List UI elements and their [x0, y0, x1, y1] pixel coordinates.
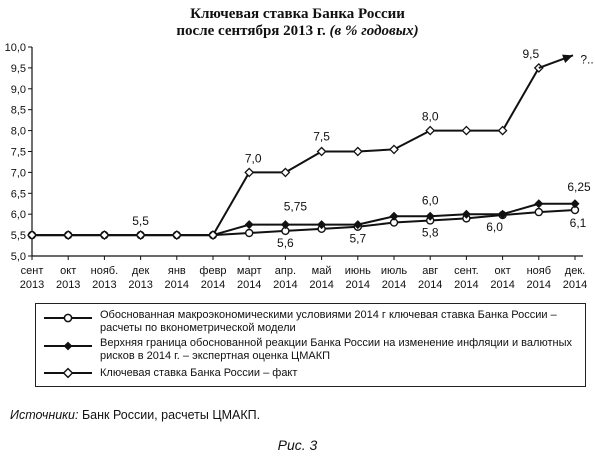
data-point-open-diamond — [461, 125, 472, 136]
x-tick-year: 2014 — [454, 279, 478, 291]
data-point-filled-diamond — [461, 209, 471, 219]
y-tick-label: 10,0 — [5, 42, 26, 54]
data-label: 9,5 — [522, 47, 539, 61]
x-tick-year: 2014 — [527, 279, 551, 291]
y-tick-label: 8,5 — [11, 105, 26, 117]
x-tick-label: нояб — [527, 265, 551, 277]
data-point-filled-diamond — [570, 199, 580, 209]
x-tick-year: 2013 — [56, 279, 80, 291]
y-tick-label: 9,5 — [11, 63, 26, 75]
data-label: 6,25 — [567, 180, 591, 194]
y-tick-label: 7,5 — [11, 147, 26, 159]
y-tick-label: 5,5 — [11, 230, 26, 242]
x-tick-year: 2014 — [309, 279, 333, 291]
data-labels: 5,5 7,0 7,5 8,0 9,5 ?.. 5,75 5,6 5,7 6,0 5,8 6,0 6,2… — [132, 47, 593, 250]
x-tick-year: 2013 — [20, 279, 44, 291]
data-point-open-diamond — [280, 167, 291, 178]
chart-subtitle: после сентября 2013 г. (в % годовых) — [176, 23, 419, 39]
data-point-open-diamond — [63, 230, 74, 241]
data-label: 6,0 — [422, 193, 439, 207]
data-point-filled-diamond — [498, 209, 508, 219]
data-point-open-diamond — [389, 144, 399, 155]
data-point-filled-diamond — [317, 220, 327, 230]
data-point-open-circle — [534, 207, 543, 217]
y-tick-label: 7,0 — [11, 167, 26, 179]
data-point-open-diamond — [171, 230, 182, 241]
data-point-open-diamond — [316, 146, 327, 157]
x-tick-year: 2014 — [382, 279, 406, 291]
x-tick-label: окт — [60, 265, 76, 277]
data-point-open-diamond — [135, 230, 146, 241]
data-point-open-diamond — [208, 230, 218, 241]
data-point-open-diamond — [352, 146, 363, 157]
x-tick-year: 2014 — [563, 279, 587, 291]
x-tick-label: авг — [422, 265, 438, 277]
x-tick-label: нояб. — [91, 265, 119, 277]
x-tick-label: дек. — [565, 265, 585, 277]
x-tick-year: 2013 — [92, 279, 116, 291]
data-point-open-circle — [244, 228, 254, 238]
data-point-filled-diamond — [244, 220, 254, 230]
data-label: 5,75 — [284, 200, 308, 214]
forecast-arrow-head — [562, 54, 573, 64]
x-tick-label: окт — [495, 265, 511, 277]
x-tick-label: сент — [21, 265, 44, 277]
legend-item-actual-rate: Ключевая ставка Банка России – факт — [100, 367, 298, 379]
data-label: 5,7 — [349, 232, 366, 246]
x-tick-label: сент. — [454, 265, 479, 277]
y-tick-label: 9,0 — [11, 84, 26, 96]
legend-item-model-rate: Обоснованная макроэкономическими условия… — [100, 309, 557, 334]
legend: Обоснованная макроэкономическими условия… — [35, 303, 586, 387]
data-point-open-diamond — [244, 167, 255, 178]
x-tick-year: 2014 — [165, 279, 189, 291]
legend-item-upper-bound: Верхняя граница обоснованной реакции Бан… — [100, 337, 572, 362]
data-label: 5,5 — [132, 214, 149, 228]
data-label: 7,5 — [313, 130, 330, 144]
data-point-open-diamond — [497, 125, 508, 136]
x-tick-label: май — [312, 265, 332, 277]
x-tick-year: 2014 — [201, 279, 225, 291]
x-tick-year: 2014 — [346, 279, 370, 291]
axes: 5,0 5,5 6,0 6,5 7,0 7,5 8,0 8,5 9,0 9,5 10,0 сент 20… — [5, 42, 588, 291]
x-tick-year: 2013 — [128, 279, 152, 291]
x-tick-year: 2014 — [490, 279, 514, 291]
data-point-open-diamond — [425, 125, 436, 136]
x-tick-label: июнь — [345, 265, 371, 277]
legend-symbol-open-circle — [44, 313, 92, 323]
data-point-filled-diamond — [280, 220, 290, 230]
legend-symbol-open-diamond — [44, 367, 92, 379]
x-tick-year: 2014 — [237, 279, 261, 291]
data-point-filled-diamond — [353, 220, 363, 230]
x-tick-label: июль — [381, 265, 408, 277]
line-chart: 5,0 5,5 6,0 6,5 7,0 7,5 8,0 8,5 9,0 9,5 10,0 сент 20… — [5, 42, 594, 291]
data-point-filled-diamond — [425, 211, 435, 221]
data-label: 8,0 — [422, 110, 439, 124]
chart-title: Ключевая ставка Банка России — [190, 6, 405, 22]
series-lines — [27, 54, 580, 241]
data-label: 5,6 — [277, 236, 294, 250]
x-tick-label: февр — [199, 265, 226, 277]
data-point-filled-diamond — [389, 211, 399, 221]
data-label: ?.. — [580, 52, 593, 66]
data-label: 5,8 — [422, 225, 439, 239]
x-tick-label: апр. — [275, 265, 296, 277]
x-tick-label: дек — [132, 265, 150, 277]
x-tick-label: март — [237, 265, 262, 277]
x-tick-label: янв — [168, 265, 186, 277]
y-tick-label: 8,0 — [11, 126, 26, 138]
data-point-open-diamond — [99, 230, 110, 241]
x-tick-year: 2014 — [273, 279, 297, 291]
y-tick-label: 5,0 — [11, 251, 26, 263]
data-label: 6,1 — [570, 216, 587, 230]
data-label: 6,0 — [486, 220, 503, 234]
source-note: Источники: Банк России, расчеты ЦМАКП. — [10, 408, 261, 422]
data-label: 7,0 — [245, 151, 262, 165]
figure-caption: Рис. 3 — [277, 437, 318, 453]
y-tick-label: 6,0 — [11, 209, 26, 221]
y-tick-label: 6,5 — [11, 188, 26, 200]
legend-symbol-filled-diamond — [44, 341, 92, 351]
x-tick-year: 2014 — [418, 279, 442, 291]
data-point-open-diamond — [27, 230, 37, 241]
data-point-filled-diamond — [534, 199, 544, 209]
